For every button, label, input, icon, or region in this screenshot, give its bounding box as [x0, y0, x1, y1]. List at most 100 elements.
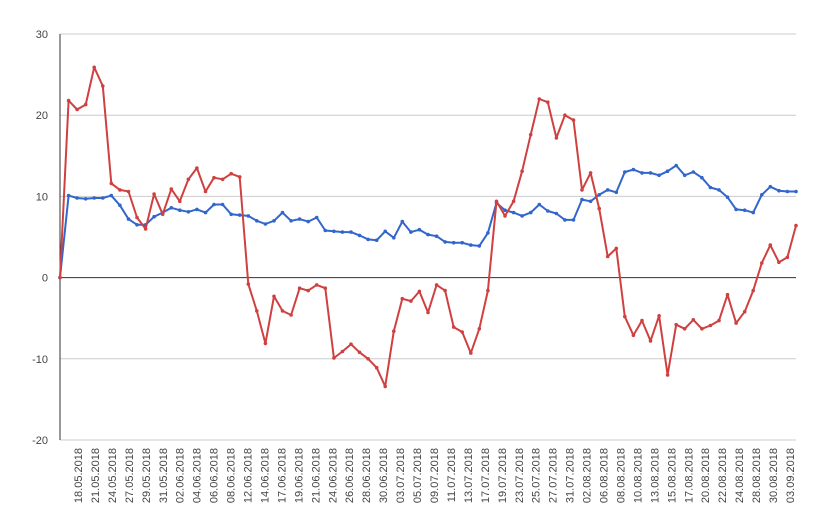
x-tick-label: 08.08.2018 — [615, 448, 627, 503]
data-point — [357, 350, 362, 355]
data-point — [118, 188, 122, 192]
data-point — [588, 199, 593, 204]
x-tick-label: 08.06.2018 — [226, 448, 238, 503]
data-point — [383, 229, 388, 234]
data-point — [220, 202, 225, 207]
x-tick-label: 02.06.2018 — [175, 448, 187, 503]
data-point — [511, 210, 516, 215]
data-point — [237, 175, 242, 179]
x-tick-label: 05.07.2018 — [412, 448, 424, 503]
data-point — [520, 214, 524, 218]
data-point — [58, 275, 62, 280]
data-point — [546, 100, 550, 104]
data-point — [126, 217, 131, 221]
data-point — [135, 223, 139, 227]
data-point — [160, 212, 165, 217]
data-point — [374, 238, 379, 242]
data-point — [314, 215, 319, 220]
x-tick-label: 03.09.2018 — [785, 448, 797, 503]
x-tick-label: 24.05.2018 — [107, 448, 119, 503]
x-tick-label: 06.08.2018 — [599, 448, 611, 503]
x-tick-label: 21.06.2018 — [310, 448, 322, 503]
data-point — [717, 318, 721, 323]
data-point — [306, 288, 311, 293]
x-tick-label: 23.07.2018 — [514, 448, 526, 503]
data-point — [92, 65, 96, 70]
data-point — [314, 283, 319, 287]
data-point — [366, 237, 370, 242]
data-point — [246, 282, 251, 286]
data-point — [734, 321, 738, 325]
y-tick-label: -20 — [32, 435, 48, 447]
x-tick-label: 28.08.2018 — [751, 448, 763, 503]
data-point — [332, 229, 336, 234]
data-point — [725, 292, 730, 297]
data-point — [477, 244, 482, 248]
data-point — [760, 193, 764, 197]
data-point — [75, 196, 79, 200]
data-point — [768, 184, 773, 189]
x-tick-label: 06.06.2018 — [209, 448, 221, 503]
data-point — [494, 199, 499, 204]
data-point — [263, 222, 268, 226]
x-tick-label: 19.07.2018 — [497, 448, 509, 503]
data-point — [503, 214, 507, 218]
data-point — [742, 208, 747, 212]
x-tick-label: 17.06.2018 — [276, 448, 288, 503]
x-tick-label: 30.06.2018 — [378, 448, 390, 503]
data-point — [426, 310, 430, 315]
data-point — [563, 218, 567, 222]
data-point — [734, 207, 738, 212]
data-point — [751, 288, 755, 293]
data-point — [195, 207, 199, 212]
x-tick-label: 10.08.2018 — [632, 448, 644, 503]
data-point — [135, 215, 139, 220]
x-tick-label: 13.07.2018 — [463, 448, 475, 503]
data-point — [92, 196, 96, 200]
data-point — [280, 210, 285, 215]
data-point — [83, 102, 88, 107]
x-tick-label: 24.08.2018 — [734, 448, 746, 503]
data-point — [614, 246, 619, 251]
data-point — [580, 188, 584, 192]
data-point — [777, 260, 781, 265]
y-tick-labels: -20 -10 0 10 20 30 — [32, 29, 48, 447]
data-point — [451, 240, 456, 245]
data-point — [289, 313, 293, 317]
data-point — [708, 185, 713, 190]
data-point — [682, 327, 687, 331]
x-tick-label: 26.06.2018 — [344, 448, 356, 503]
data-point — [665, 373, 670, 377]
data-point — [648, 171, 653, 175]
x-tick-label: 17.08.2018 — [683, 448, 695, 503]
data-point — [614, 190, 619, 195]
x-tick-labels: 18.05.2018 21.05.2018 24.05.2018 27.05.2018… — [73, 448, 797, 503]
data-point — [152, 192, 156, 196]
x-tick-label: 12.06.2018 — [243, 448, 255, 503]
data-point — [323, 286, 328, 291]
data-point — [768, 243, 773, 247]
y-tick-label: 0 — [42, 273, 48, 285]
data-point — [648, 339, 653, 343]
data-point — [760, 261, 764, 265]
gridlines — [60, 33, 796, 441]
data-point — [674, 163, 678, 168]
x-tick-label: 17.07.2018 — [480, 448, 492, 503]
data-point — [392, 236, 396, 240]
data-point — [186, 210, 191, 214]
data-point — [349, 342, 353, 347]
data-point — [229, 212, 233, 217]
data-point — [434, 234, 439, 238]
data-point — [186, 177, 191, 182]
x-tick-label: 25.07.2018 — [531, 448, 543, 503]
data-point — [297, 217, 302, 221]
x-tick-label: 28.06.2018 — [361, 448, 373, 503]
data-point — [417, 227, 422, 232]
data-point — [272, 294, 276, 299]
x-tick-label: 04.06.2018 — [192, 448, 204, 503]
data-point — [101, 196, 105, 200]
data-point — [220, 177, 225, 182]
data-point — [426, 232, 430, 237]
